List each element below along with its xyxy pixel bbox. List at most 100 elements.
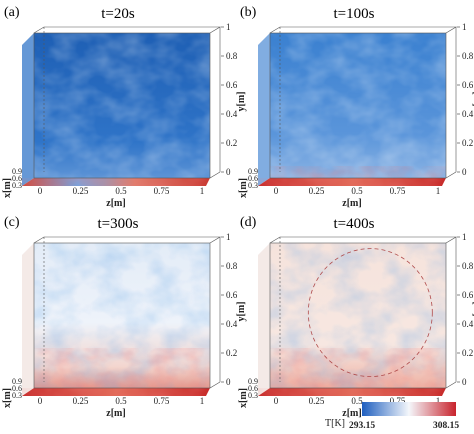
z-tick-label: 0.5: [115, 186, 127, 196]
y-tick-label: 0.8: [226, 51, 238, 61]
panel-time-title: t=400s: [334, 216, 375, 232]
panel-time-title: t=20s: [101, 6, 135, 22]
y-axis: 0 0.2 0.4 0.6 0.8 1 y[m]: [457, 22, 474, 177]
y-tick-label: 1: [226, 232, 231, 242]
z-axis-label: z[m]: [342, 408, 361, 419]
turbulence-texture: [270, 33, 446, 178]
z-tick-label: 1: [200, 186, 205, 196]
panel-c: (c) t=300s 0 0.2 0.4 0.6 0.8 1 y[m] 0 0.25 0.5 0.75 1…: [2, 215, 247, 419]
z-tick-label: 0.25: [73, 186, 89, 196]
z-axis-label: z[m]: [106, 198, 125, 209]
y-tick-label: 0.8: [462, 51, 474, 61]
z-tick-label: 1: [436, 396, 441, 406]
y-tick-label: 0.6: [226, 290, 238, 300]
z-axis: 0 0.25 0.5 0.75 1 z[m]: [38, 186, 205, 209]
colorbar-label: T[K]: [325, 418, 345, 429]
hot-plume-region: [270, 166, 446, 178]
z-tick-label: 0.75: [154, 396, 170, 406]
y-tick-label: 0.2: [226, 348, 237, 358]
x-axis-label: x[m]: [238, 178, 249, 198]
y-tick-label: 1: [462, 22, 467, 32]
y-tick-label: 0.6: [462, 290, 474, 300]
z-tick-label: 0.25: [309, 186, 325, 196]
y-tick-label: 1: [462, 232, 467, 242]
panel-label: (d): [240, 215, 257, 230]
x-axis: 0.90.60.3x[m]: [2, 167, 22, 198]
side-wall: [258, 33, 270, 186]
x-axis-label: x[m]: [2, 388, 13, 408]
x-axis: 0.90.60.3x[m]: [2, 377, 22, 408]
x-tick-label: 0.9: [248, 377, 258, 386]
floor-texture: [258, 178, 446, 186]
z-tick-label: 0: [38, 186, 43, 196]
z-tick-label: 1: [436, 186, 441, 196]
y-tick-label: 0.8: [462, 261, 474, 271]
panel-label: (b): [240, 5, 257, 20]
bounding-box: [269, 236, 458, 389]
x-tick-label: 0.3: [248, 181, 258, 190]
panel-time-title: t=300s: [98, 216, 139, 232]
colorbar-min-label: 293.15: [349, 421, 375, 431]
y-axis-label: y[m]: [472, 302, 474, 322]
z-tick-label: 0.5: [351, 186, 363, 196]
y-tick-label: 0: [462, 377, 467, 387]
z-tick-label: 0: [274, 396, 279, 406]
x-axis: 0.90.60.3x[m]: [238, 167, 258, 198]
bounding-box: [33, 236, 222, 389]
z-axis: 0 0.25 0.5 0.75 1 z[m]: [38, 396, 205, 419]
z-tick-label: 0.75: [390, 186, 406, 196]
z-tick-label: 1: [200, 396, 205, 406]
z-tick-label: 0: [38, 396, 43, 406]
y-axis-label: y[m]: [472, 92, 474, 112]
dashed-circle-marker: [307, 248, 433, 377]
colorbar: T[K] 293.15 308.15: [325, 402, 459, 431]
panel-label: (c): [4, 215, 20, 230]
y-tick-label: 0.2: [226, 138, 237, 148]
x-axis-label: x[m]: [238, 388, 249, 408]
y-axis: 0 0.2 0.4 0.6 0.8 1 y[m]: [457, 232, 474, 387]
z-tick-label: 0.5: [351, 396, 363, 406]
x-tick-label: 0.9: [12, 167, 22, 176]
z-axis: 0 0.25 0.5 0.75 1 z[m]: [274, 396, 441, 419]
side-wall: [22, 33, 34, 186]
panel-a: (a) t=20s 0 0.2 0.4 0.6 0.8 1 y[m] 0 0.25 0.5 0.75 1 z…: [2, 5, 247, 209]
z-tick-label: 0.75: [154, 186, 170, 196]
panel-d: (d) t=400s 0 0.2 0.4 0.6 0.8 1 y[m] 0 0.25 0.5 0.75 1…: [238, 215, 474, 419]
x-tick-label: 0.3: [248, 391, 258, 400]
z-tick-label: 0.25: [73, 396, 89, 406]
hot-plume-region: [34, 348, 210, 388]
y-axis: 0 0.2 0.4 0.6 0.8 1 y[m]: [221, 22, 247, 177]
y-tick-label: 0.2: [462, 138, 473, 148]
x-axis-label: x[m]: [2, 178, 13, 198]
z-tick-label: 0.25: [309, 396, 325, 406]
colorbar-max-label: 308.15: [433, 421, 459, 431]
z-axis: 0 0.25 0.5 0.75 1 z[m]: [274, 186, 441, 209]
colorbar-gradient: [362, 402, 456, 416]
y-tick-label: 0.4: [226, 319, 238, 329]
y-tick-label: 0.4: [226, 109, 238, 119]
x-tick-label: 0.6: [248, 384, 258, 393]
hot-plume-region: [270, 348, 446, 388]
bounding-box: [269, 26, 458, 179]
panel-b: (b) t=100s 0 0.2 0.4 0.6 0.8 1 y[m] 0 0.25 0.5 0.75 1…: [238, 5, 474, 209]
y-tick-label: 0: [226, 377, 231, 387]
y-tick-label: 0.8: [226, 261, 238, 271]
side-wall: [258, 243, 270, 396]
y-tick-label: 0.6: [226, 80, 238, 90]
floor-texture: [22, 388, 210, 396]
floor-texture: [258, 388, 446, 396]
y-tick-label: 0: [226, 167, 231, 177]
y-tick-label: 0.4: [462, 319, 474, 329]
floor-texture: [22, 178, 210, 186]
x-tick-label: 0.6: [12, 384, 22, 393]
y-tick-label: 0: [462, 167, 467, 177]
y-axis-label: y[m]: [236, 92, 247, 112]
x-tick-label: 0.6: [248, 174, 258, 183]
y-tick-label: 0.6: [462, 80, 474, 90]
z-axis-label: z[m]: [342, 198, 361, 209]
y-tick-label: 1: [226, 22, 231, 32]
panel-time-title: t=100s: [334, 6, 375, 22]
y-axis-label: y[m]: [236, 302, 247, 322]
x-tick-label: 0.3: [12, 181, 22, 190]
